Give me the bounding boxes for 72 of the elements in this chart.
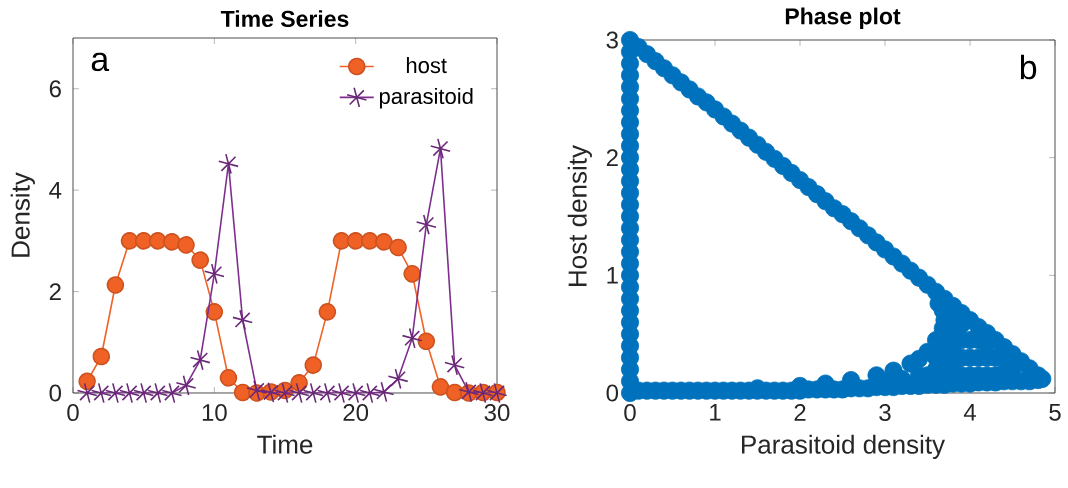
point — [191, 251, 209, 269]
y-tick-label: 1 — [607, 267, 618, 284]
x-tick-label: 5 — [1049, 404, 1061, 421]
y-axis-title: Density — [10, 172, 35, 257]
x-axis-title: Time — [257, 434, 313, 454]
point — [76, 382, 98, 404]
y-tick-label: 2 — [606, 149, 618, 167]
x-tick-label: 1 — [710, 404, 721, 421]
x-tick-label: 3 — [879, 404, 891, 422]
point — [304, 356, 323, 374]
legend-label: host — [406, 57, 447, 74]
annotation: b — [1020, 54, 1037, 80]
point — [205, 303, 224, 321]
x-tick-label: 2 — [794, 404, 806, 421]
point — [403, 265, 421, 283]
point — [302, 382, 324, 404]
y-tick-label: 0 — [606, 384, 619, 402]
point — [389, 238, 407, 257]
point — [78, 372, 96, 391]
point — [189, 349, 211, 371]
point — [106, 276, 125, 294]
chart-title: Phase plot — [785, 7, 901, 30]
point — [90, 382, 112, 404]
x-tick-label: 20 — [343, 404, 369, 422]
point — [417, 332, 436, 351]
point — [331, 382, 352, 404]
x-tick-label: 0 — [67, 404, 79, 422]
y-tick-label: 2 — [49, 283, 61, 300]
point — [232, 309, 254, 331]
annotation: a — [91, 52, 110, 72]
y-axis-title: Host density — [567, 145, 592, 286]
point — [316, 382, 338, 404]
point — [387, 368, 409, 390]
point — [346, 232, 365, 250]
point — [134, 232, 153, 250]
point — [430, 138, 451, 160]
point — [288, 382, 310, 404]
point — [318, 303, 337, 321]
point — [219, 368, 238, 387]
point — [401, 327, 423, 349]
point — [218, 153, 239, 175]
point — [373, 381, 395, 403]
point — [119, 382, 140, 404]
point — [431, 378, 450, 396]
point — [161, 382, 183, 404]
point — [445, 383, 464, 402]
point — [375, 233, 393, 251]
point — [104, 382, 126, 404]
point — [133, 382, 155, 404]
y-tick-label: 6 — [49, 80, 61, 98]
x-axis-title: Parasitoid density — [742, 434, 945, 459]
x-tick-label: 30 — [484, 404, 510, 422]
x-tick-label: 10 — [202, 404, 227, 422]
point — [203, 263, 225, 285]
point — [415, 214, 437, 236]
x-tick-label: 0 — [624, 404, 636, 422]
point — [175, 374, 197, 396]
x-tick-label: 4 — [963, 404, 976, 421]
chart-title: Time Series — [220, 10, 349, 27]
point — [177, 236, 195, 254]
point — [92, 347, 111, 366]
point — [345, 382, 367, 404]
point — [444, 354, 466, 376]
point — [163, 233, 181, 251]
y-tick-label: 3 — [606, 31, 618, 49]
y-tick-label: 4 — [49, 181, 62, 199]
legend-label: parasitoid — [379, 87, 473, 109]
y-tick-label: 0 — [49, 384, 62, 402]
point — [149, 232, 167, 250]
point — [361, 232, 379, 250]
point — [359, 382, 381, 404]
point — [147, 382, 169, 404]
